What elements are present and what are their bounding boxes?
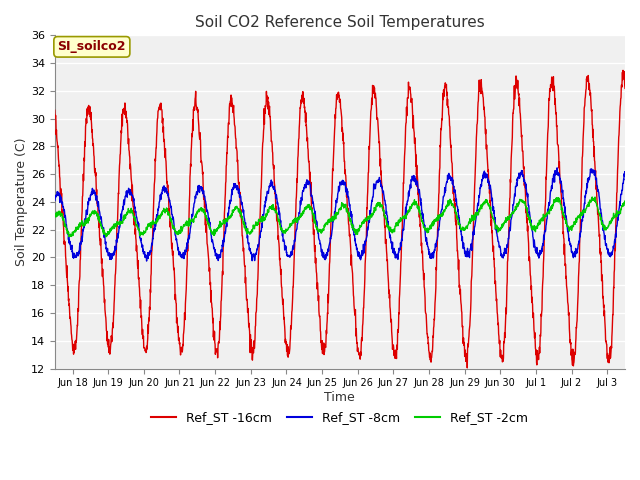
X-axis label: Time: Time — [324, 391, 355, 404]
Legend: Ref_ST -16cm, Ref_ST -8cm, Ref_ST -2cm: Ref_ST -16cm, Ref_ST -8cm, Ref_ST -2cm — [147, 406, 533, 429]
Text: SI_soilco2: SI_soilco2 — [58, 40, 126, 53]
Y-axis label: Soil Temperature (C): Soil Temperature (C) — [15, 138, 28, 266]
Title: Soil CO2 Reference Soil Temperatures: Soil CO2 Reference Soil Temperatures — [195, 15, 484, 30]
